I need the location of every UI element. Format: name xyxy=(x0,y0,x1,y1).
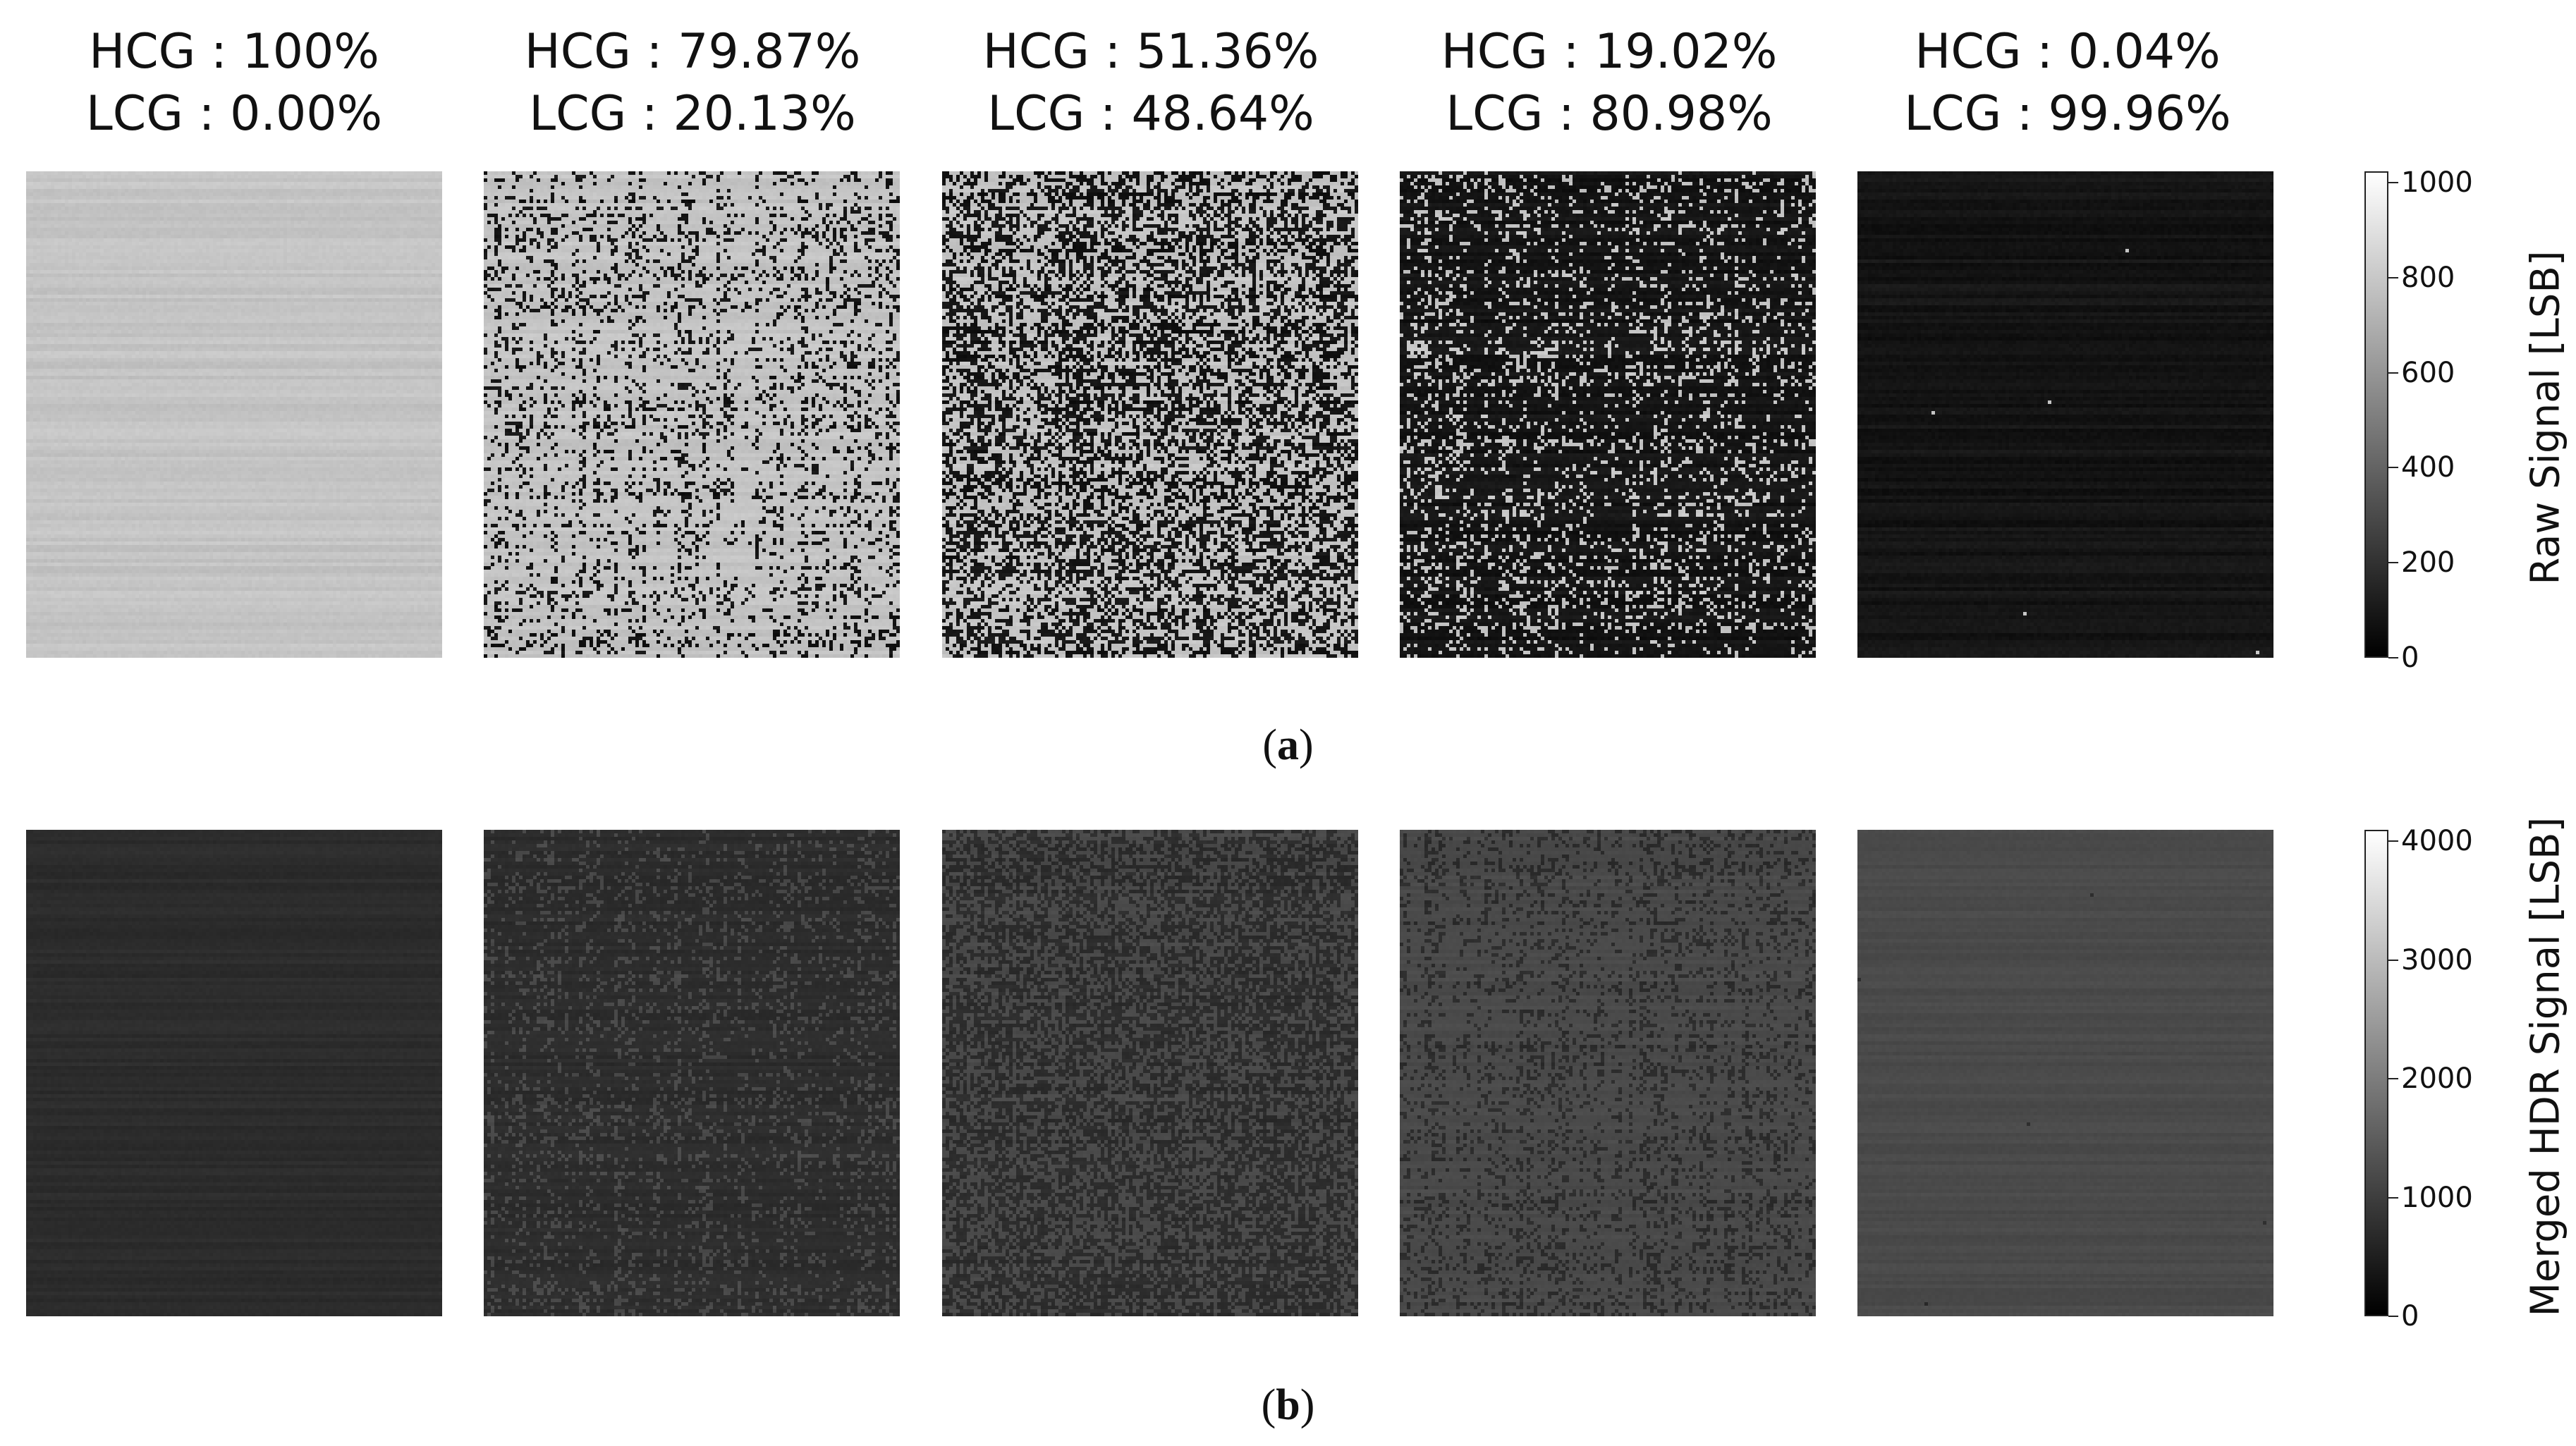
merged-hdr-map-5 xyxy=(1857,830,2273,1316)
raw-signal-colorbar-tick-label: 600 xyxy=(2401,356,2455,389)
column-title-3: HCG : 51.36% LCG : 48.64% xyxy=(932,21,1369,145)
raw-signal-colorbar-tick xyxy=(2388,562,2398,564)
column-title-5: HCG : 0.04% LCG : 99.96% xyxy=(1849,21,2286,145)
merged-hdr-colorbar-tick-label: 4000 xyxy=(2401,825,2473,858)
raw-signal-colorbar-tick xyxy=(2388,182,2398,184)
hcg-percentage: HCG : 0.04% xyxy=(1915,24,2221,80)
merged-hdr-map-2 xyxy=(484,830,900,1316)
merged-hdr-colorbar-tick-label: 3000 xyxy=(2401,943,2473,976)
merged-hdr-colorbar-tick xyxy=(2388,1196,2398,1199)
merged-hdr-colorbar xyxy=(2364,830,2388,1316)
raw-signal-colorbar-title: Raw Signal [LSB] xyxy=(2522,250,2569,585)
raw-signal-colorbar xyxy=(2364,171,2388,658)
raw-signal-colorbar-tick-label: 800 xyxy=(2401,261,2455,294)
lcg-percentage: LCG : 48.64% xyxy=(987,86,1314,142)
column-title-2: HCG : 79.87% LCG : 20.13% xyxy=(474,21,911,145)
column-title-1: HCG : 100% LCG : 0.00% xyxy=(16,21,453,145)
merged-hdr-map-1 xyxy=(26,830,442,1316)
raw-signal-map-2 xyxy=(484,171,900,658)
merged-hdr-colorbar-tick xyxy=(2388,1316,2398,1317)
raw-signal-map-1 xyxy=(26,171,442,658)
raw-signal-map-4 xyxy=(1400,171,1816,658)
merged-hdr-colorbar-tick xyxy=(2388,1078,2398,1080)
raw-signal-colorbar-tick-label: 200 xyxy=(2401,546,2455,580)
merged-hdr-colorbar-tick xyxy=(2388,840,2398,843)
merged-hdr-colorbar-tick-label: 2000 xyxy=(2401,1062,2473,1096)
raw-signal-colorbar-tick-label: 0 xyxy=(2401,642,2419,674)
raw-signal-colorbar-tick xyxy=(2388,467,2398,469)
raw-signal-colorbar-tick xyxy=(2388,372,2398,374)
raw-signal-map-5 xyxy=(1857,171,2273,658)
hcg-percentage: HCG : 79.87% xyxy=(524,24,861,80)
lcg-percentage: LCG : 0.00% xyxy=(85,86,383,142)
hcg-percentage: HCG : 100% xyxy=(89,24,379,80)
raw-signal-colorbar-tick xyxy=(2388,657,2398,658)
hcg-percentage: HCG : 51.36% xyxy=(982,24,1319,80)
raw-signal-colorbar-tick-label: 400 xyxy=(2401,451,2455,484)
raw-signal-colorbar-tick-label: 1000 xyxy=(2401,166,2473,200)
panel-label-b: (b) xyxy=(1261,1381,1315,1429)
lcg-percentage: LCG : 80.98% xyxy=(1446,86,1773,142)
lcg-percentage: LCG : 20.13% xyxy=(529,86,856,142)
merged-hdr-colorbar-tick-label: 0 xyxy=(2401,1300,2419,1332)
merged-hdr-colorbar-tick xyxy=(2388,959,2398,961)
hcg-percentage: HCG : 19.02% xyxy=(1441,24,1778,80)
merged-hdr-map-3 xyxy=(942,830,1358,1316)
column-title-4: HCG : 19.02% LCG : 80.98% xyxy=(1391,21,1828,145)
panel-label-a: (a) xyxy=(1262,721,1314,769)
merged-hdr-colorbar-tick-label: 1000 xyxy=(2401,1181,2473,1214)
merged-hdr-colorbar-title: Merged HDR Signal [LSB] xyxy=(2522,816,2569,1317)
raw-signal-colorbar-tick xyxy=(2388,276,2398,278)
merged-hdr-map-4 xyxy=(1400,830,1816,1316)
raw-signal-map-3 xyxy=(942,171,1358,658)
lcg-percentage: LCG : 99.96% xyxy=(1904,86,2231,142)
